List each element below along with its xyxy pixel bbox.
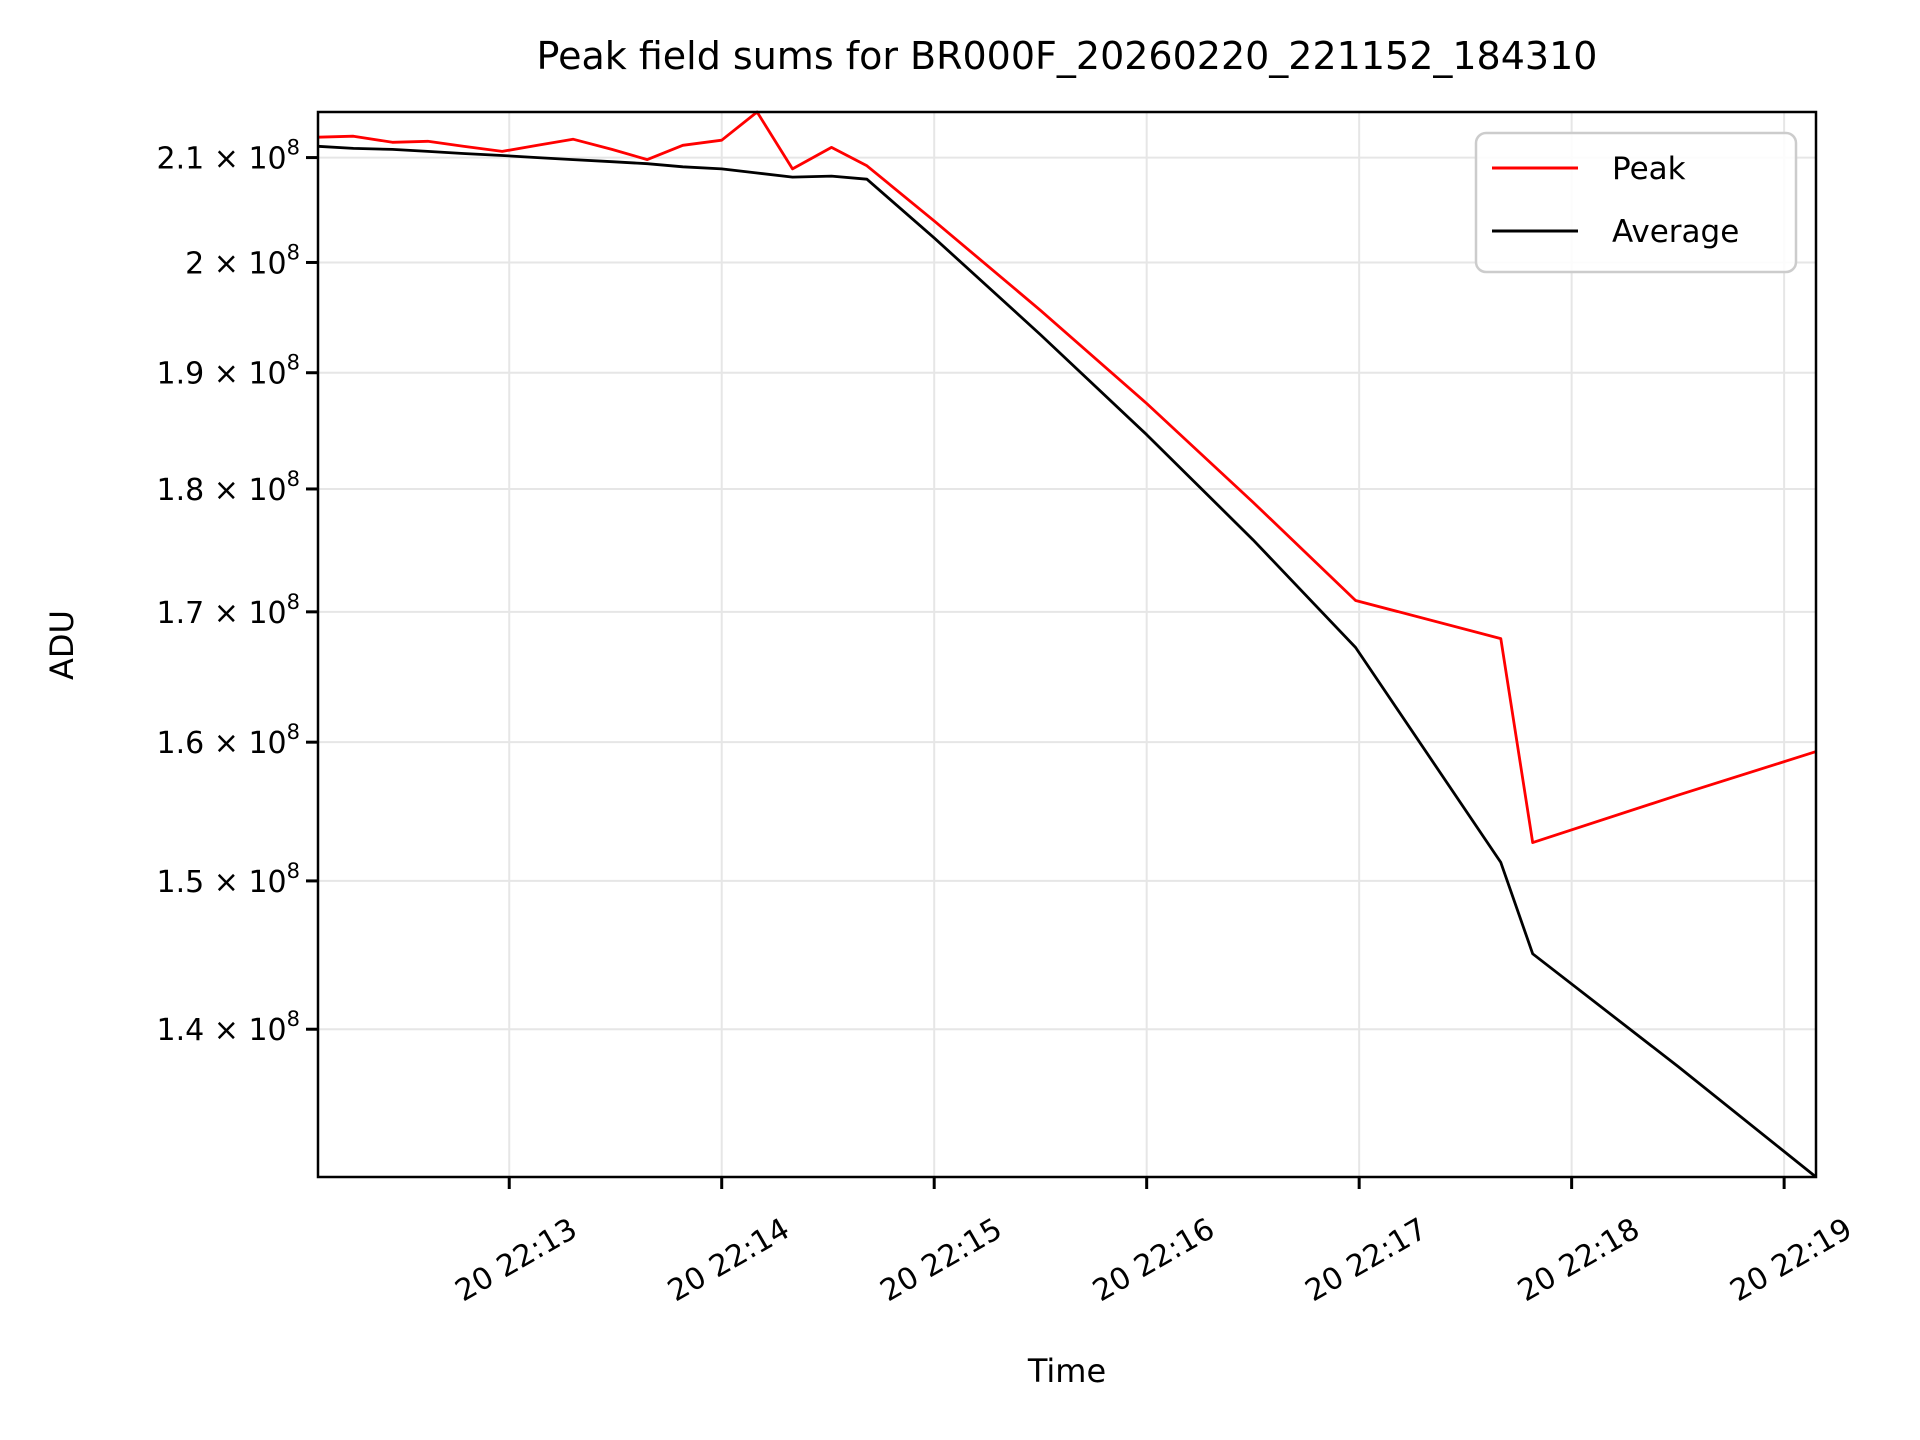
x-tick-label: 20 22:15 [875,1212,1009,1309]
legend-label-peak: Peak [1612,151,1686,187]
y-tick-label: 1.7 × 108 [157,590,300,631]
x-tick-label: 20 22:18 [1512,1212,1646,1309]
y-tick-label: 1.6 × 108 [157,720,300,761]
y-tick-label: 1.4 × 108 [157,1007,300,1048]
y-tick-label: 2 × 108 [185,240,300,281]
axes-frame [316,110,1818,1179]
y-tick-label: 1.5 × 108 [157,859,300,900]
x-tick-label: 20 22:19 [1724,1212,1858,1309]
x-tick-label: 20 22:14 [662,1212,796,1309]
x-axis-label: Time [1027,1352,1107,1390]
series-line-average [317,144,1817,1179]
y-tick-label: 1.9 × 108 [157,351,300,392]
y-tick-label: 2.1 × 108 [157,136,300,177]
x-tick-label: 20 22:13 [450,1212,584,1309]
legend-label-average: Average [1612,214,1739,250]
y-tick-label: 1.8 × 108 [157,467,300,508]
x-tick-label: 20 22:17 [1299,1212,1433,1309]
x-tick-label: 20 22:16 [1087,1212,1221,1309]
chart-title: Peak field sums for BR000F_20260220_2211… [536,34,1598,78]
